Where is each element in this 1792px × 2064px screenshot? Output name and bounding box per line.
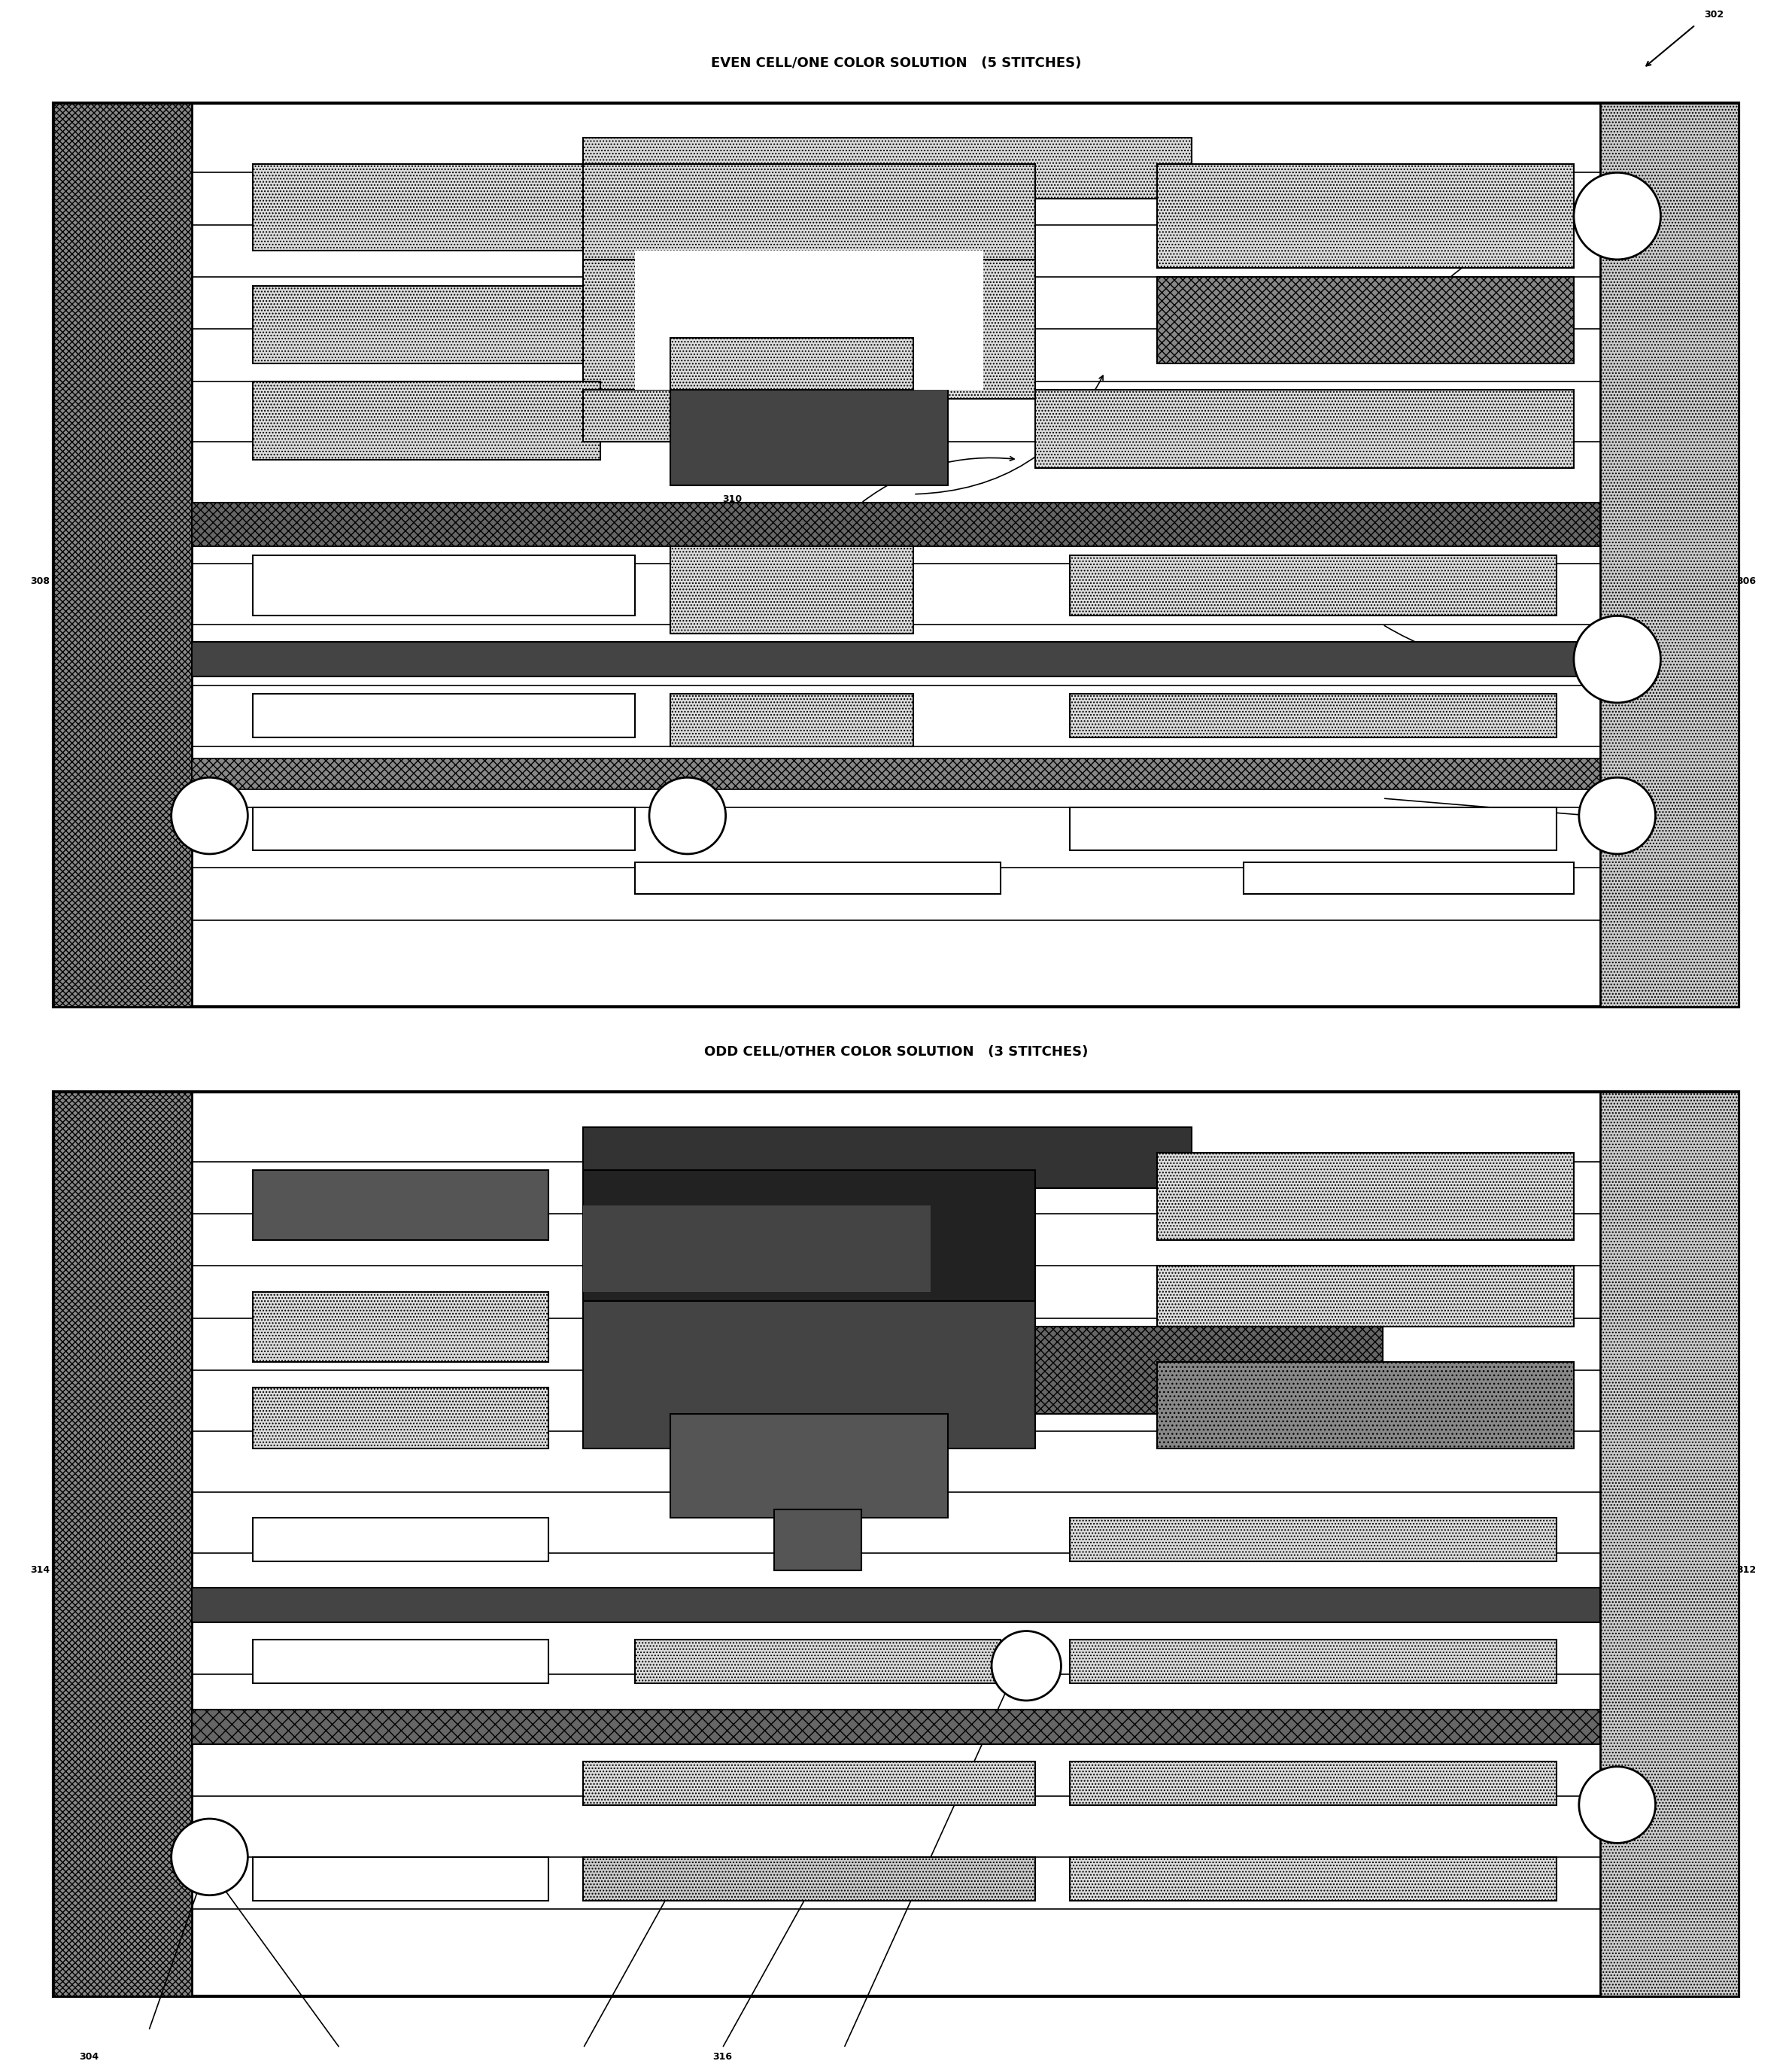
Text: 306: 306 — [1736, 576, 1756, 586]
Bar — [253, 1170, 548, 1240]
Bar — [192, 757, 1600, 791]
Circle shape — [172, 1818, 247, 1895]
Text: 304: 304 — [79, 2052, 99, 2062]
Circle shape — [1579, 778, 1656, 854]
Bar — [1070, 1858, 1557, 1901]
Bar — [54, 1092, 192, 1996]
Bar — [192, 642, 1600, 677]
Bar — [1070, 555, 1557, 615]
Bar — [1070, 807, 1557, 850]
Bar — [1156, 1265, 1573, 1327]
Bar — [670, 1414, 948, 1517]
Bar — [54, 103, 192, 1007]
Bar — [582, 1127, 1192, 1187]
Circle shape — [649, 778, 726, 854]
Bar — [1070, 694, 1557, 737]
Bar — [636, 252, 982, 303]
Text: EVEN CELL/ONE COLOR SOLUTION   (5 STITCHES): EVEN CELL/ONE COLOR SOLUTION (5 STITCHES… — [711, 56, 1081, 70]
Bar — [192, 1709, 1600, 1744]
Bar — [1600, 103, 1738, 1007]
Bar — [1156, 1154, 1573, 1240]
Bar — [1156, 277, 1573, 363]
Bar — [1070, 1517, 1557, 1562]
Text: 310: 310 — [722, 493, 742, 504]
Circle shape — [991, 1631, 1061, 1701]
Bar — [1600, 1092, 1738, 1996]
Bar — [670, 547, 914, 634]
Text: 312: 312 — [1736, 1565, 1756, 1575]
Bar — [192, 504, 1600, 547]
Bar — [1070, 1761, 1557, 1804]
Bar — [1244, 863, 1573, 894]
Bar — [636, 303, 982, 390]
Bar — [253, 1292, 548, 1362]
Bar — [253, 807, 636, 850]
Bar — [636, 1639, 1000, 1682]
Bar — [636, 863, 1000, 894]
Bar — [253, 555, 636, 615]
Bar — [582, 260, 1036, 398]
Bar — [1156, 163, 1573, 268]
Bar — [582, 1858, 1036, 1901]
Bar — [192, 1587, 1600, 1622]
Bar — [582, 1170, 1036, 1327]
Bar — [582, 390, 670, 442]
Bar — [582, 1761, 1036, 1804]
Bar — [253, 1517, 548, 1562]
Circle shape — [1579, 1767, 1656, 1843]
Bar — [1070, 1639, 1557, 1682]
Circle shape — [1573, 173, 1661, 260]
Bar — [253, 285, 600, 363]
Bar — [1156, 1362, 1573, 1449]
Bar — [670, 338, 914, 390]
Bar — [253, 1858, 548, 1901]
Bar — [253, 1639, 548, 1682]
Bar — [670, 694, 914, 747]
Bar — [670, 285, 914, 355]
Text: 314: 314 — [30, 1565, 50, 1575]
Bar — [582, 1300, 1036, 1449]
Circle shape — [1573, 615, 1661, 702]
Bar — [253, 1387, 548, 1449]
Bar — [582, 138, 1192, 198]
Circle shape — [172, 778, 247, 854]
Text: 308: 308 — [30, 576, 50, 586]
Bar — [582, 1205, 930, 1292]
Bar — [253, 382, 600, 460]
Bar — [253, 163, 636, 252]
Text: ODD CELL/OTHER COLOR SOLUTION   (3 STITCHES): ODD CELL/OTHER COLOR SOLUTION (3 STITCHE… — [704, 1044, 1088, 1059]
Bar — [1036, 390, 1573, 469]
Bar — [670, 382, 948, 485]
Bar — [1036, 1327, 1383, 1414]
Bar — [253, 694, 636, 737]
Text: 302: 302 — [1704, 10, 1724, 21]
Bar — [1278, 198, 1366, 252]
Bar — [582, 163, 1036, 277]
Bar — [774, 1509, 862, 1571]
Text: 316: 316 — [713, 2052, 731, 2062]
